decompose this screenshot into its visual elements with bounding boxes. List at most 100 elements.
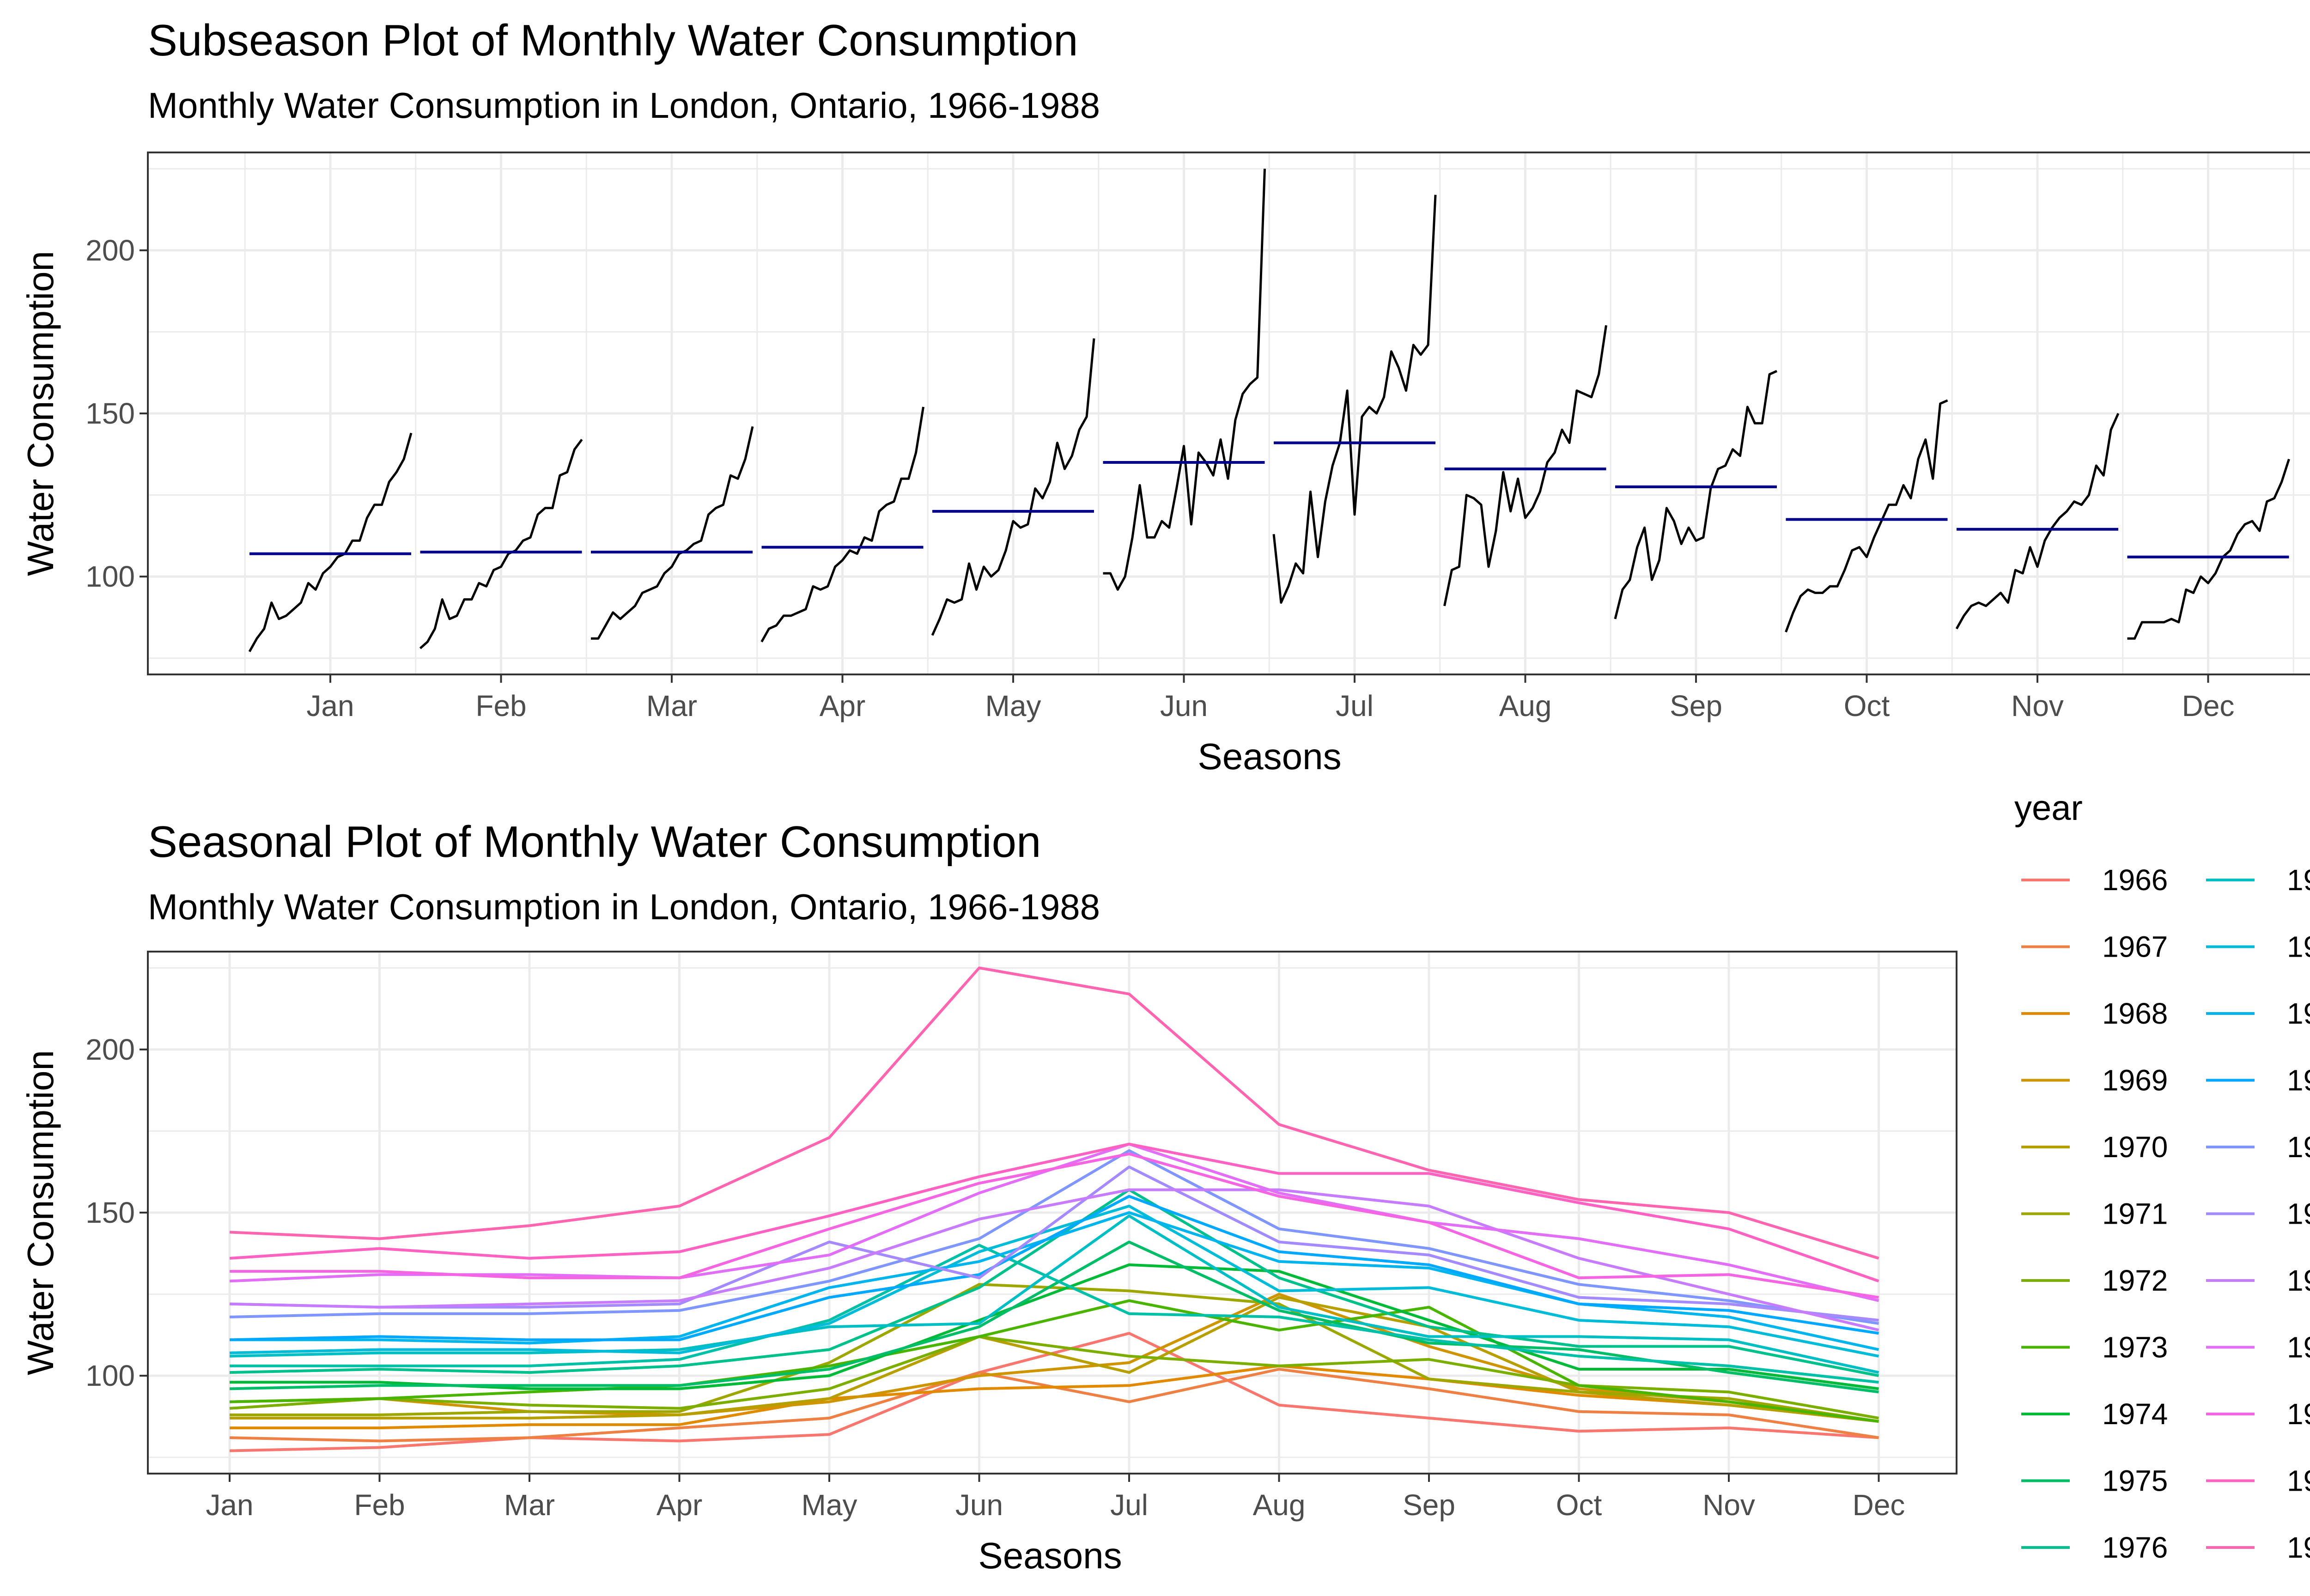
legend-item-1986: 1986 (2206, 1397, 2310, 1431)
top-x-tick-label: Jan (306, 689, 354, 722)
legend-label-1975: 1975 (2102, 1464, 2168, 1498)
top-y-tick-label: 100 (85, 560, 135, 593)
bottom-x-tick-label: Dec (1853, 1488, 1905, 1522)
subseries-line-apr (760, 407, 924, 643)
legend-label-1976: 1976 (2102, 1531, 2168, 1564)
top-x-tick-label: Jul (1336, 689, 1374, 722)
bottom-chart-x-axis-title: Seasons (978, 1535, 1122, 1576)
bottom-chart-title: Seasonal Plot of Monthly Water Consumpti… (148, 817, 1041, 867)
legend-label-1972: 1972 (2102, 1264, 2168, 1297)
legend-item-1987: 1987 (2206, 1464, 2310, 1498)
legend-label-1974: 1974 (2102, 1397, 2168, 1431)
series-line-1972 (229, 1335, 1879, 1420)
legend-label-1980: 1980 (2287, 997, 2310, 1030)
bottom-x-tick-label: Apr (657, 1488, 703, 1522)
top-chart-y-axis-title: Water Consumption (20, 251, 61, 576)
bottom-x-tick-label: Jan (206, 1488, 253, 1522)
series-line-1969 (229, 1293, 1879, 1423)
series-line-1984 (229, 1188, 1879, 1332)
top-chart-title: Subseason Plot of Monthly Water Consumpt… (148, 16, 1078, 65)
top-chart-axes: 100 150 200 Jan Feb Mar Apr May Jun Jul Aug Sep Oct N… (85, 234, 2234, 722)
bottom-x-tick-label: Feb (354, 1488, 405, 1522)
bottom-x-tick-label: Jun (955, 1488, 1003, 1522)
series-line-1978 (229, 1214, 1879, 1374)
legend-item-1969: 1969 (2021, 1064, 2168, 1097)
legend-item-1979: 1979 (2206, 930, 2310, 964)
legend-item-1985: 1985 (2206, 1331, 2310, 1364)
legend-label-1985: 1985 (2287, 1331, 2310, 1364)
bottom-x-tick-label: Oct (1556, 1488, 1602, 1522)
subseries-line-oct (1785, 399, 1948, 633)
series-line-1981 (229, 1195, 1879, 1341)
legend-title: year (2014, 789, 2083, 828)
series-line-1971 (230, 1283, 1879, 1423)
series-line-1968 (230, 1364, 1879, 1430)
subseries-line-sep (1614, 370, 1778, 619)
series-line-1986 (230, 1152, 1879, 1299)
top-x-tick-label: Sep (1670, 689, 1722, 722)
legend-item-1988: 1988 (2206, 1531, 2310, 1564)
top-x-tick-label: Jun (1160, 689, 1208, 722)
legend-label-1968: 1968 (2102, 997, 2168, 1030)
series-line-1979 (229, 1204, 1879, 1358)
legend-label-1988: 1988 (2287, 1531, 2310, 1564)
top-y-tick-label: 200 (85, 234, 135, 267)
top-x-tick-label: Apr (820, 689, 866, 722)
subseries-line-feb (419, 438, 583, 649)
bottom-chart-plot-area (229, 966, 1879, 1452)
series-line-1987 (229, 1142, 1879, 1283)
legend-item-1971: 1971 (2021, 1197, 2168, 1231)
top-y-tick-label: 150 (85, 397, 135, 430)
bottom-chart-axes: 100 150 200 Jan Feb Mar Apr May Jun Jul Aug Sep Oct N… (85, 1033, 1905, 1522)
legend-item-1980: 1980 (2206, 997, 2310, 1030)
top-x-tick-label: Feb (475, 689, 526, 722)
bottom-x-tick-label: Mar (504, 1488, 555, 1522)
legend-item-1974: 1974 (2021, 1397, 2168, 1431)
legend-item-1983: 1983 (2206, 1197, 2310, 1231)
subseries-line-nov (1955, 413, 2120, 630)
top-x-tick-label: Aug (1499, 689, 1552, 722)
legend-label-1984: 1984 (2287, 1264, 2310, 1297)
bottom-y-tick-label: 100 (85, 1359, 135, 1392)
bottom-y-tick-label: 150 (85, 1196, 135, 1229)
bottom-x-tick-label: May (802, 1488, 857, 1522)
legend-item-1976: 1976 (2021, 1531, 2168, 1564)
subseries-line-jan (248, 432, 413, 652)
legend-label-1969: 1969 (2102, 1064, 2168, 1097)
subseries-line-mar (591, 426, 754, 640)
series-line-1974 (230, 1263, 1879, 1390)
bottom-x-tick-label: Aug (1253, 1488, 1306, 1522)
legend-item-1966: 1966 (2021, 863, 2168, 897)
legend-label-1978: 1978 (2287, 863, 2310, 897)
subseries-line-jul (1272, 194, 1437, 604)
top-x-tick-label: Oct (1844, 689, 1890, 722)
series-line-1983 (229, 1165, 1879, 1322)
legend-item-1968: 1968 (2021, 997, 2168, 1030)
subseries-line-dec (2127, 459, 2290, 640)
subseries-line-may (931, 338, 1095, 636)
top-chart-subtitle: Monthly Water Consumption in London, Ont… (148, 85, 1100, 126)
top-chart-grid (148, 152, 2310, 674)
legend-label-1986: 1986 (2287, 1397, 2310, 1431)
legend-label-1971: 1971 (2102, 1197, 2168, 1231)
legend-item-1970: 1970 (2021, 1130, 2168, 1164)
series-line-1975 (229, 1240, 1879, 1394)
legend-label-1967: 1967 (2102, 930, 2168, 964)
legend-item-1972: 1972 (2021, 1264, 2168, 1297)
legend-label-1982: 1982 (2287, 1130, 2310, 1164)
subseries-line-aug (1443, 325, 1607, 607)
top-x-tick-label: Nov (2011, 689, 2064, 722)
legend-item-1973: 1973 (2021, 1331, 2168, 1364)
bottom-x-tick-label: Nov (1702, 1488, 1755, 1522)
series-line-1988 (229, 966, 1879, 1260)
bottom-y-tick-label: 200 (85, 1033, 135, 1066)
legend-label-1981: 1981 (2287, 1064, 2310, 1097)
top-chart-plot-area (248, 169, 2290, 652)
series-line-1982 (229, 1149, 1879, 1325)
bottom-x-tick-label: Sep (1403, 1488, 1455, 1522)
legend-label-1973: 1973 (2102, 1331, 2168, 1364)
legend-label-1983: 1983 (2287, 1197, 2310, 1231)
legend-label-1979: 1979 (2287, 930, 2310, 964)
